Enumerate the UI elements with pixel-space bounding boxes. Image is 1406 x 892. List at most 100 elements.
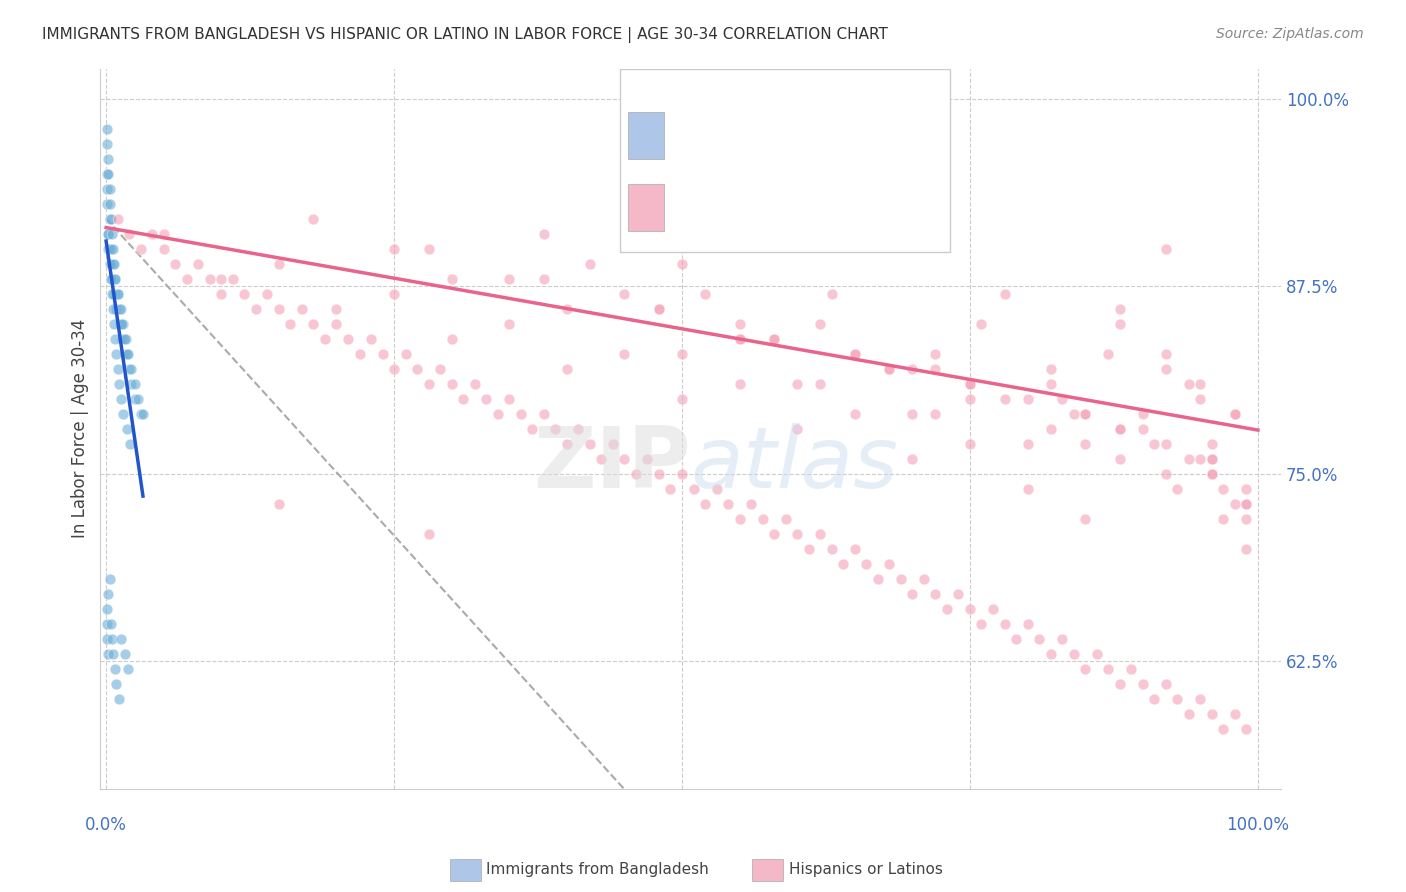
- Point: [832, 557, 855, 571]
- Point: [751, 511, 773, 525]
- Point: [337, 332, 360, 346]
- Point: [1223, 407, 1246, 421]
- Point: [233, 286, 256, 301]
- Point: [855, 557, 877, 571]
- Point: [110, 632, 132, 646]
- Point: [844, 407, 866, 421]
- Point: [124, 376, 146, 391]
- Text: -0.324: -0.324: [735, 127, 789, 145]
- Point: [671, 346, 693, 360]
- Point: [101, 647, 124, 661]
- FancyBboxPatch shape: [628, 184, 664, 230]
- Point: [1097, 346, 1119, 360]
- Point: [1154, 467, 1177, 481]
- Point: [127, 392, 149, 406]
- Text: R =: R =: [679, 199, 714, 217]
- Point: [101, 242, 124, 256]
- Point: [890, 572, 912, 586]
- Point: [382, 361, 405, 376]
- Text: Source: ZipAtlas.com: Source: ZipAtlas.com: [1216, 27, 1364, 41]
- Point: [901, 407, 924, 421]
- Point: [97, 167, 120, 181]
- Point: [1085, 647, 1108, 661]
- Point: [567, 421, 589, 435]
- Point: [993, 616, 1015, 631]
- Point: [924, 407, 946, 421]
- Point: [498, 392, 520, 406]
- Point: [98, 196, 121, 211]
- Point: [808, 526, 831, 541]
- Point: [117, 346, 139, 360]
- Point: [671, 467, 693, 481]
- Point: [763, 332, 786, 346]
- Point: [100, 242, 122, 256]
- Point: [110, 301, 132, 316]
- Point: [808, 376, 831, 391]
- Point: [209, 271, 232, 285]
- Point: [114, 647, 136, 661]
- Point: [1178, 376, 1201, 391]
- Point: [152, 227, 174, 241]
- Point: [141, 227, 163, 241]
- Point: [464, 376, 486, 391]
- Point: [105, 346, 128, 360]
- Point: [1108, 676, 1130, 690]
- Point: [970, 317, 993, 331]
- Point: [1234, 482, 1257, 496]
- Point: [1189, 451, 1212, 466]
- Point: [96, 196, 118, 211]
- Point: [267, 497, 290, 511]
- Point: [728, 332, 751, 346]
- Point: [96, 632, 118, 646]
- Point: [101, 256, 124, 270]
- Point: [728, 317, 751, 331]
- FancyBboxPatch shape: [628, 112, 664, 159]
- Point: [1143, 691, 1166, 706]
- Point: [97, 227, 120, 241]
- Point: [624, 467, 647, 481]
- Point: [112, 407, 135, 421]
- Point: [555, 361, 578, 376]
- Point: [112, 317, 135, 331]
- Point: [1017, 482, 1039, 496]
- Text: 75: 75: [868, 127, 891, 145]
- Point: [103, 256, 125, 270]
- Point: [280, 317, 302, 331]
- Point: [613, 451, 636, 466]
- Point: [209, 286, 232, 301]
- Point: [579, 436, 602, 450]
- Point: [879, 557, 901, 571]
- Point: [1223, 497, 1246, 511]
- Point: [165, 256, 187, 270]
- Point: [98, 242, 121, 256]
- Point: [993, 286, 1015, 301]
- Point: [451, 392, 474, 406]
- Point: [120, 376, 142, 391]
- Point: [1154, 242, 1177, 256]
- Point: [1178, 451, 1201, 466]
- Point: [267, 256, 290, 270]
- Point: [97, 242, 120, 256]
- Point: [579, 256, 602, 270]
- Point: [717, 497, 740, 511]
- Point: [1005, 632, 1028, 646]
- Text: 0.0%: 0.0%: [86, 815, 127, 834]
- Text: N=: N=: [821, 127, 852, 145]
- Point: [959, 376, 981, 391]
- Point: [1201, 451, 1223, 466]
- Point: [291, 301, 314, 316]
- Point: [1223, 407, 1246, 421]
- Point: [1121, 662, 1143, 676]
- Point: [1154, 361, 1177, 376]
- Point: [187, 256, 209, 270]
- Point: [591, 451, 613, 466]
- Point: [96, 181, 118, 195]
- Point: [1234, 541, 1257, 556]
- Point: [912, 572, 935, 586]
- Text: atlas: atlas: [690, 423, 898, 506]
- Point: [498, 271, 520, 285]
- Point: [602, 436, 624, 450]
- Point: [1108, 421, 1130, 435]
- Point: [728, 511, 751, 525]
- Point: [382, 242, 405, 256]
